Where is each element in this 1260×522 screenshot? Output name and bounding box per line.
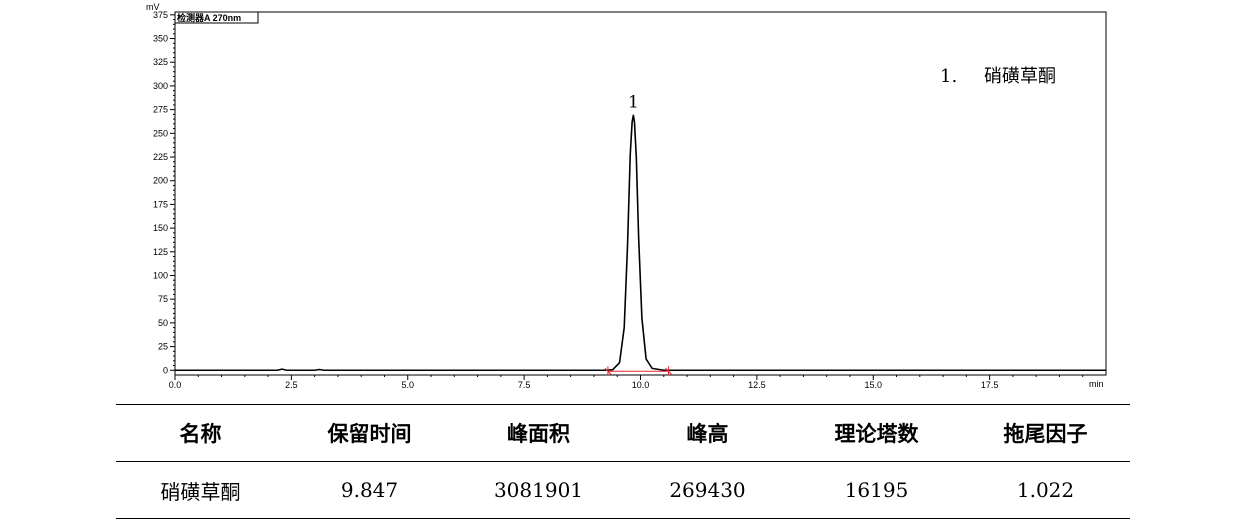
y-axis: 0 25 50 75 100 125 150 175 200 225 250 275 300 325 350… <box>153 10 175 375</box>
peak-label: 1 <box>628 92 639 112</box>
y-tick-label: 125 <box>153 247 168 257</box>
table-row: 硝磺草酮 9.847 3081901 269430 16195 1.022 <box>116 461 1130 519</box>
y-tick-label: 250 <box>153 128 168 138</box>
legend-compound: 硝磺草酮 <box>984 66 1056 87</box>
chromatogram-chart: mV min 检测器A 270nm 0 25 50 75 100 125 150 175 200… <box>146 2 1107 390</box>
baseline-end-marker-stroke <box>665 367 672 375</box>
x-tick-label: 17.5 <box>981 380 999 390</box>
y-tick-label: 275 <box>153 105 168 115</box>
baseline-layer <box>604 366 672 376</box>
x-axis: 0.0 2.5 5.0 7.5 10.0 12.5 15.0 17.5 <box>169 375 1084 390</box>
table-header-row: 名称 保留时间 峰面积 峰高 理论塔数 拖尾因子 <box>116 404 1130 462</box>
x-tick-label: 7.5 <box>518 380 531 390</box>
header-theoretical-plates: 理论塔数 <box>792 404 961 462</box>
x-tick-label: 5.0 <box>401 380 414 390</box>
peak-layer: 1 <box>628 92 639 112</box>
y-tick-label: 0 <box>163 365 168 375</box>
header-name: 名称 <box>116 404 285 462</box>
cell-name: 硝磺草酮 <box>116 461 285 519</box>
header-peak-area: 峰面积 <box>454 404 623 462</box>
series-layer <box>175 114 1106 372</box>
y-tick-label: 300 <box>153 81 168 91</box>
header-peak-height: 峰高 <box>623 404 792 462</box>
header-tailing-factor: 拖尾因子 <box>961 404 1130 462</box>
legend-index: 1. <box>940 66 957 87</box>
header-retention-time: 保留时间 <box>285 404 454 462</box>
results-table: 名称 保留时间 峰面积 峰高 理论塔数 拖尾因子 硝磺草酮 9.847 3081… <box>116 404 1130 519</box>
y-tick-label: 175 <box>153 199 168 209</box>
y-tick-label: 225 <box>153 152 168 162</box>
x-unit-label: min <box>1089 379 1104 389</box>
y-tick-label: 150 <box>153 223 168 233</box>
x-tick-label: 10.0 <box>632 380 650 390</box>
y-tick-label: 200 <box>153 176 168 186</box>
cell-peak-height: 269430 <box>623 461 792 519</box>
legend: 1. 硝磺草酮 <box>940 66 1056 87</box>
y-tick-label: 50 <box>158 318 168 328</box>
cell-theoretical-plates: 16195 <box>792 461 961 519</box>
y-tick-label: 325 <box>153 57 168 67</box>
detector-box: 检测器A 270nm <box>174 11 259 24</box>
y-tick-label: 75 <box>158 294 168 304</box>
x-tick-label: 0.0 <box>169 380 182 390</box>
y-tick-label: 25 <box>158 342 168 352</box>
cell-retention-time: 9.847 <box>285 461 454 519</box>
y-tick-label: 100 <box>153 270 168 280</box>
x-tick-label: 15.0 <box>864 380 882 390</box>
y-tick-label: 375 <box>153 10 168 20</box>
x-tick-label: 12.5 <box>748 380 766 390</box>
detector-label: 检测器A 270nm <box>177 12 241 23</box>
cell-peak-area: 3081901 <box>454 461 623 519</box>
cell-tailing-factor: 1.022 <box>961 461 1130 519</box>
signal-trace <box>175 114 1106 372</box>
y-tick-label: 350 <box>153 34 168 44</box>
baseline-start-marker-stroke <box>604 367 612 375</box>
detector-box-frame <box>174 11 259 24</box>
plot-frame <box>174 11 1107 376</box>
y-unit-label: mV <box>146 2 160 12</box>
x-tick-label: 2.5 <box>285 380 298 390</box>
